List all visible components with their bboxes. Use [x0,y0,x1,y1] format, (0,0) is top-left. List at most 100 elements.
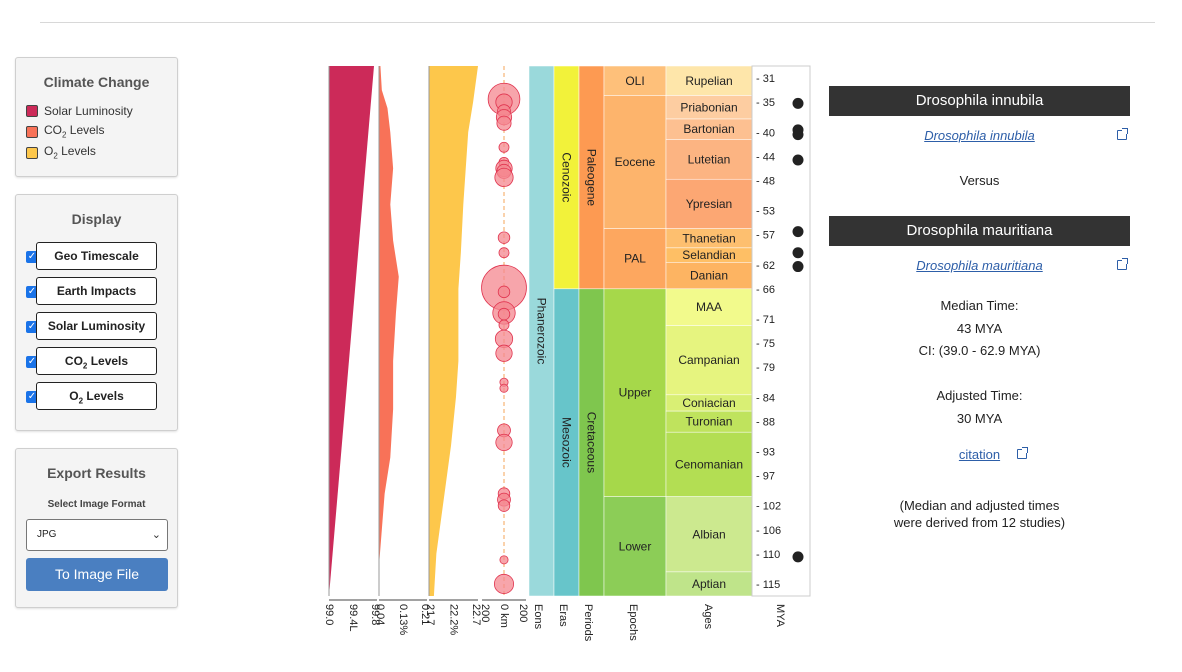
impact-crater-27 [493,573,515,594]
epochs-cell-3 [603,288,667,497]
co2-levels-area [379,66,399,596]
image-format-select[interactable]: JPG ⌄ [26,519,168,551]
epochs-label-1: Eocene [615,155,656,169]
mya-tick-5: - 53 [756,206,775,218]
external-link-icon[interactable] [1017,447,1028,459]
mya-tick-2: - 40 [756,127,775,139]
ages-label-3: Lutetian [688,152,731,166]
confidence-interval: CI: (39.0 - 62.9 MYA) [918,343,1041,358]
co2-swatch [26,125,38,138]
legend-o2-levels: O2 Levels [26,142,177,163]
mya-tick-8: - 66 [756,284,775,296]
ages-label-10: Coniacian [682,396,735,410]
mya-tick-13: - 88 [756,416,775,428]
mya-tick-16: - 102 [756,501,781,513]
studies-note-line1: (Median and adjusted times [899,498,1060,513]
geo-timescale-checkbox[interactable]: ✓ [26,251,38,263]
eras-label-0: Cenozoic [560,152,574,202]
timeline-chart: Phanerozoic Cenozoic Mesozoic Paleogene Cret… [323,65,811,642]
o2-tick-1: 22.2% [448,604,460,635]
external-link-icon[interactable] [1117,258,1128,270]
co2-levels-button[interactable]: CO2 Levels [36,347,157,375]
impacts-tick-2: 200 [517,604,529,622]
epochs-cell-4 [603,496,667,597]
ages-label-1: Priabonian [680,100,737,114]
mya-tick-10: - 75 [756,338,775,350]
export-results-panel: Export Results Select Image Format JPG ⌄… [15,448,178,608]
column-label-3: Epochs [627,604,639,641]
ages-label-6: Selandian [682,248,735,262]
legend-label: O2 Levels [44,144,96,161]
to-image-file-button[interactable]: To Image File [26,558,168,591]
epochs-label-4: Lower [619,539,652,553]
selected-format: JPG [37,529,57,540]
taxon-a-link[interactable]: Drosophila innubila [924,128,1035,143]
climate-change-panel: Climate Change Solar Luminosity CO2 Leve… [15,57,178,177]
legend-label: Solar Luminosity [44,103,133,118]
ages-cell-14 [665,571,753,597]
impacts-tick-1: 0 km [498,604,510,628]
impact-crater-16 [498,319,510,331]
o2-levels-checkbox[interactable]: ✓ [26,391,38,403]
epochs-label-2: PAL [624,252,646,266]
mya-tick-6: - 57 [756,230,775,242]
mya-tick-17: - 106 [756,525,781,537]
impact-crater-20 [499,383,509,393]
legend-co2-levels: CO2 Levels [26,121,177,142]
solar-luminosity-button[interactable]: Solar Luminosity [36,312,157,340]
mya-tick-18: - 110 [756,549,780,561]
taxon-a-header: Drosophila innubila [829,86,1130,116]
periods-label-0: Paleogene [585,149,599,207]
external-link-icon[interactable] [1117,128,1128,140]
divergence-marker-6 [792,261,804,273]
impacts-tick-0: 200 [479,604,491,622]
ages-label-4: Ypresian [686,197,732,211]
ages-label-7: Danian [690,269,728,283]
o2-levels-button[interactable]: O2 Levels [36,382,157,410]
earth-impacts-checkbox[interactable]: ✓ [26,286,38,298]
citation-link[interactable]: citation [958,447,1001,462]
earth-impacts-button[interactable]: Earth Impacts [36,277,157,305]
mya-tick-9: - 71 [756,314,775,326]
mya-tick-12: - 84 [756,392,775,404]
impact-crater-4 [496,115,512,131]
impact-crater-26 [499,555,509,565]
ages-label-5: Thanetian [682,231,735,245]
display-panel-title: Display [71,211,122,227]
mya-tick-3: - 44 [756,151,775,163]
co2-tick-1: 0.13% [397,604,409,635]
legend-solar-luminosity: Solar Luminosity [26,100,177,121]
epochs-label-3: Upper [619,386,652,400]
divergence-marker-4 [792,226,804,238]
ages-label-9: Campanian [678,353,739,367]
legend-label: CO2 Levels [44,123,105,140]
mya-tick-15: - 97 [756,471,775,483]
climate-panel-title: Climate Change [43,74,150,90]
eras-cell-1 [553,288,580,597]
impact-crater-15 [497,307,511,321]
periods-label-1: Cretaceous [585,412,599,473]
mya-frame [751,65,811,597]
column-label-0: Eons [532,604,544,630]
co2-tick-2: 0.21 [419,604,431,625]
taxon-b-link[interactable]: Drosophila mauritiana [916,258,1043,273]
mya-tick-7: - 62 [756,260,775,272]
ages-cell-12 [665,431,753,497]
eras-label-1: Mesozoic [560,417,574,468]
periods-cell-1 [578,288,605,597]
solar-tick-2: 99.8 [369,604,381,625]
ages-cell-7 [665,262,753,290]
impact-crater-22 [495,433,513,452]
geo-timescale-button[interactable]: Geo Timescale [36,242,157,270]
ages-cell-3 [665,139,753,180]
impact-crater-10 [497,231,511,244]
ages-cell-4 [665,178,753,229]
co2-levels-checkbox[interactable]: ✓ [26,356,38,368]
versus-label: Versus [959,173,1000,188]
mya-tick-1: - 35 [756,97,775,109]
adjusted-time-label: Adjusted Time: [936,388,1023,403]
epochs-cell-0 [603,65,667,96]
solar-luminosity-checkbox[interactable]: ✓ [26,321,38,333]
mya-tick-19: - 115 [756,579,780,591]
ages-label-0: Rupelian [685,74,732,88]
